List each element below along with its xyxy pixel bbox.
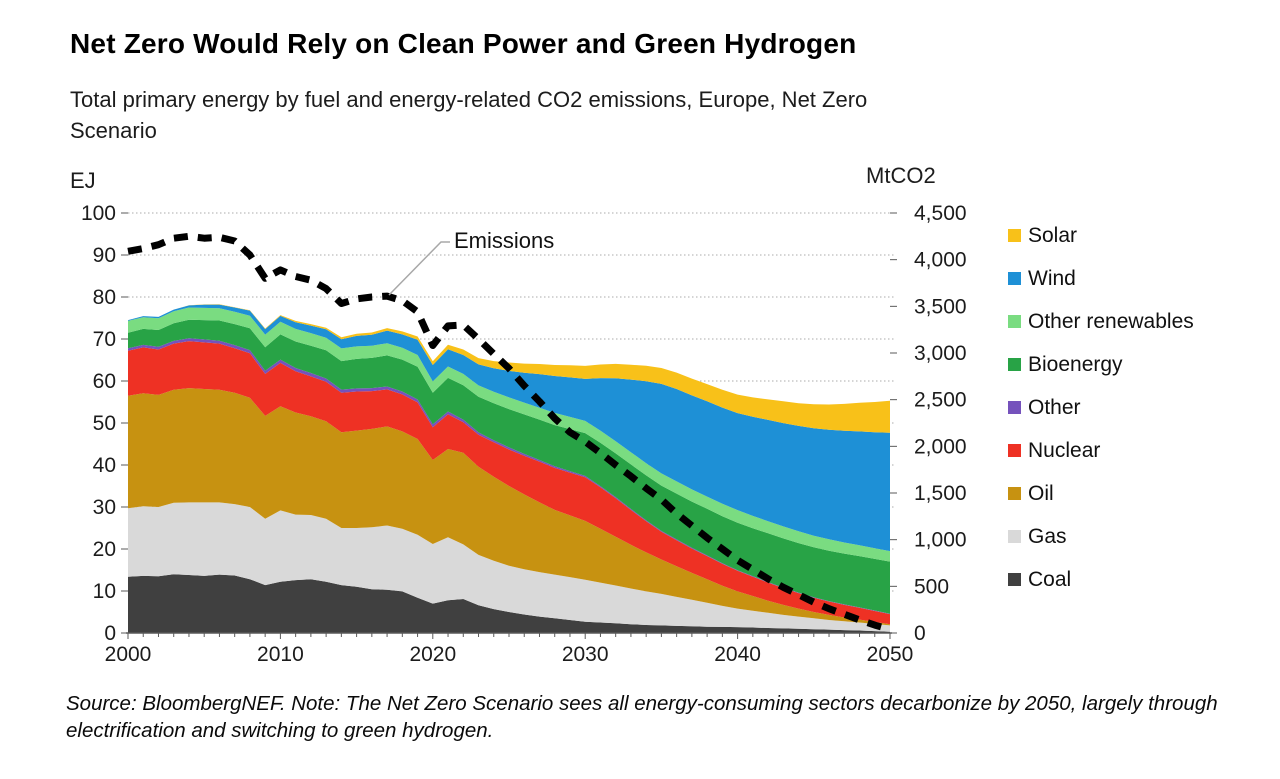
legend-item-other-renewables: Other renewables	[1008, 300, 1194, 343]
y-left-tick-label: 0	[104, 622, 116, 645]
emissions-line	[127, 232, 891, 633]
x-tick-label: 2000	[105, 643, 152, 666]
y-left-tick-label: 70	[93, 328, 116, 351]
y-left-tick-label: 50	[93, 412, 116, 435]
legend-swatch	[1008, 444, 1021, 457]
y-right-tick-label: 0	[914, 622, 926, 645]
area-bioenergy	[128, 319, 890, 614]
left-axis-unit-label: EJ	[70, 168, 96, 193]
y-left-tick-label: 80	[93, 286, 116, 309]
annotation-connector	[388, 241, 450, 296]
chart-title: Net Zero Would Rely on Clean Power and G…	[70, 28, 857, 59]
legend-swatch	[1008, 229, 1021, 242]
area-wind	[128, 304, 890, 552]
legend-swatch	[1008, 272, 1021, 285]
legend-item-oil: Oil	[1008, 472, 1194, 515]
y-left-tick-label: 100	[81, 202, 116, 225]
legend-swatch	[1008, 573, 1021, 586]
y-right-tick-label: 4,500	[914, 202, 967, 225]
legend-item-coal: Coal	[1008, 558, 1194, 601]
legend-label: Other renewables	[1028, 309, 1194, 333]
legend-label: Wind	[1028, 266, 1076, 290]
legend: Solar Wind Other renewables Bioenergy Other N…	[1008, 214, 1194, 601]
y-left-tick-label: 20	[93, 538, 116, 561]
y-right-tick-label: 1,000	[914, 529, 967, 552]
y-right-tick-label: 2,500	[914, 389, 967, 412]
legend-item-other: Other	[1008, 386, 1194, 429]
y-right-tick-label: 500	[914, 575, 949, 598]
x-tick-label: 2050	[867, 643, 914, 666]
y-right-tick-label: 2,000	[914, 435, 967, 458]
y-right-tick-label: 3,500	[914, 295, 967, 318]
legend-swatch	[1008, 487, 1021, 500]
y-right-tick-label: 3,000	[914, 342, 967, 365]
x-tick-label: 2040	[714, 643, 761, 666]
y-left-tick-label: 10	[93, 580, 116, 603]
source-note: Source: BloombergNEF. Note: The Net Zero…	[66, 692, 1218, 742]
legend-item-wind: Wind	[1008, 257, 1194, 300]
emissions-line-annotation: Emissions	[454, 228, 555, 253]
area-oil	[128, 388, 890, 626]
legend-label: Nuclear	[1028, 438, 1101, 462]
x-tick-label: 2010	[257, 643, 304, 666]
legend-swatch	[1008, 530, 1021, 543]
area-gas	[128, 502, 890, 632]
area-coal	[128, 574, 890, 633]
y-left-tick-label: 30	[93, 496, 116, 519]
y-left-tick-label: 60	[93, 370, 116, 393]
y-left-tick-label: 90	[93, 244, 116, 267]
legend-label: Oil	[1028, 481, 1054, 505]
area-nuclear	[128, 341, 890, 625]
legend-label: Bioenergy	[1028, 352, 1123, 376]
y-right-tick-label: 1,500	[914, 482, 967, 505]
x-tick-label: 2020	[409, 643, 456, 666]
legend-item-nuclear: Nuclear	[1008, 429, 1194, 472]
legend-label: Coal	[1028, 567, 1072, 591]
legend-swatch	[1008, 401, 1021, 414]
legend-swatch	[1008, 358, 1021, 371]
legend-item-solar: Solar	[1008, 214, 1194, 257]
legend-swatch	[1008, 315, 1021, 328]
area-other-renewables	[128, 307, 890, 562]
chart-subtitle: Total primary energy by fuel and energy-…	[70, 87, 868, 143]
legend-item-bioenergy: Bioenergy	[1008, 343, 1194, 386]
y-right-tick-label: 4,000	[914, 249, 967, 272]
y-left-tick-label: 40	[93, 454, 116, 477]
legend-label: Other	[1028, 395, 1081, 419]
legend-label: Solar	[1028, 223, 1078, 247]
legend-item-gas: Gas	[1008, 515, 1194, 558]
legend-label: Gas	[1028, 524, 1067, 548]
right-axis-unit-label: MtCO2	[866, 163, 936, 188]
x-tick-label: 2030	[562, 643, 609, 666]
